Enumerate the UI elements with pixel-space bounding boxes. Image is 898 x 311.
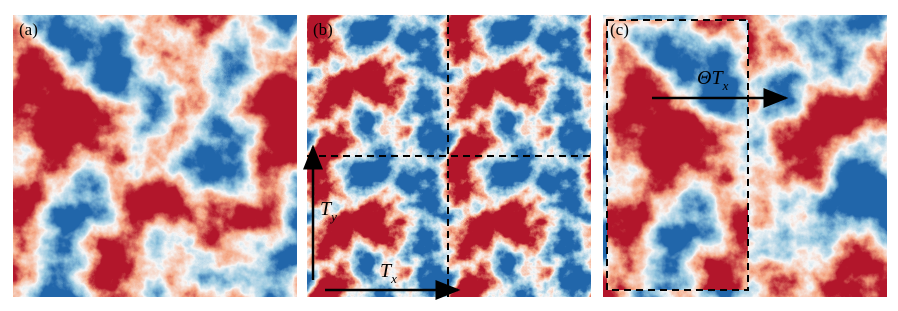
annotation: ΘTx	[697, 67, 729, 93]
field-image	[607, 20, 748, 290]
panel-label: (c)	[610, 20, 629, 39]
symbol: ΘT	[697, 67, 724, 89]
annotation: Ty	[320, 198, 337, 224]
field-image	[307, 15, 591, 297]
annotation: Tx	[380, 260, 397, 286]
panel-a: (a)	[13, 15, 297, 297]
symbol: T	[380, 260, 393, 282]
panel-label: (b)	[313, 20, 333, 39]
period-box	[606, 19, 749, 291]
symbol: T	[320, 198, 333, 220]
panel-b: (b) Ty Tx	[303, 15, 591, 300]
subscript: x	[722, 78, 729, 93]
field-image	[13, 15, 297, 297]
panel-label: (a)	[19, 20, 38, 39]
subscript: x	[390, 271, 397, 286]
panel-c: (c) ΘTx	[603, 15, 887, 297]
subscript: y	[329, 209, 337, 224]
